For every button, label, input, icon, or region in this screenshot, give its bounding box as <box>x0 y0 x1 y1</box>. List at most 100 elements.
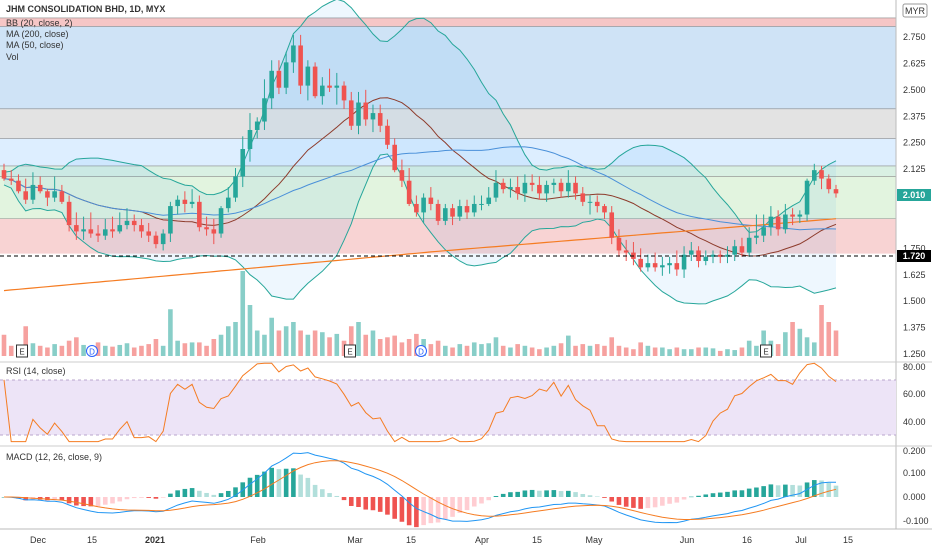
volume-bar <box>667 349 672 356</box>
candle-body <box>312 66 318 97</box>
volume-bar <box>696 347 701 356</box>
signal-line <box>4 460 837 520</box>
macd-hist-bar <box>529 489 535 497</box>
volume-bar <box>298 330 303 356</box>
macd-hist-bar <box>74 497 79 506</box>
candle-body <box>211 229 217 234</box>
candle-body <box>797 214 803 217</box>
candlesticks <box>1 34 839 278</box>
candle-body <box>529 182 535 185</box>
earnings-marker <box>344 344 356 358</box>
volume-bar <box>110 346 115 356</box>
macd-hist-bar <box>761 486 766 497</box>
candle-body <box>160 233 166 245</box>
level-price-badge <box>897 250 931 262</box>
earnings-marker <box>760 344 772 358</box>
macd-hist-bar <box>537 490 542 497</box>
volume-bar <box>276 330 282 356</box>
horizontal-zones <box>0 17 896 254</box>
macd-hist-bar <box>348 497 354 506</box>
price-axis-bg <box>896 0 932 550</box>
macd-hist-bar <box>414 497 419 528</box>
macd-hist-bar <box>609 497 615 502</box>
candle-body <box>573 182 578 194</box>
macd-hist-bar <box>435 497 441 523</box>
volume-bar <box>52 344 57 356</box>
candle-body <box>392 144 397 171</box>
candle-body <box>515 187 520 194</box>
event-marker-label: E <box>347 348 352 357</box>
time-tick-0: Dec <box>30 535 47 545</box>
volume-bar <box>508 347 513 356</box>
indicator-lines <box>3 0 837 305</box>
earnings-marker <box>16 344 28 358</box>
time-tick-6: Apr <box>475 535 489 545</box>
volume-bar <box>37 345 43 356</box>
macd-hist-bar <box>710 493 716 497</box>
candle-body <box>544 184 549 194</box>
time-tick-8: May <box>585 535 603 545</box>
candle-body <box>240 149 246 177</box>
candle-body <box>761 227 766 236</box>
macd-hist-bar <box>443 497 448 520</box>
macd-hist-bar <box>667 497 672 504</box>
volume-bar <box>225 326 231 356</box>
price-axis[interactable]: MYR 2.7502.6252.5002.3752.2502.1251.7501… <box>895 0 932 550</box>
macd-hist-bar <box>790 484 795 497</box>
candle-body <box>320 85 325 97</box>
candle-body <box>623 250 629 253</box>
volume-bar <box>732 350 738 356</box>
volume-bar <box>240 271 246 356</box>
volume-bar <box>81 344 86 356</box>
volume-bar <box>435 340 441 356</box>
volume-bar <box>566 335 571 356</box>
candle-body <box>594 201 600 207</box>
volume-bar <box>602 345 607 356</box>
macd-hist-bar <box>131 497 137 499</box>
price-tick-0: 2.750 <box>903 32 926 42</box>
candle-body <box>587 201 593 203</box>
volume-bar <box>790 322 795 356</box>
macd-hist-bar <box>363 497 369 510</box>
candle-body <box>305 66 311 86</box>
volume-bar <box>399 342 405 356</box>
macd-hist-bar <box>681 497 687 500</box>
macd-hist-bar <box>95 497 101 507</box>
candle-body <box>660 265 665 268</box>
time-tick-11: Jul <box>795 535 807 545</box>
candle-body <box>428 197 434 204</box>
zone-1 <box>0 26 896 109</box>
volume-bar <box>660 347 665 356</box>
macd-tick-0: 0.200 <box>903 446 926 456</box>
candle-body <box>435 203 441 221</box>
currency-badge[interactable] <box>902 3 928 18</box>
macd-hist-bar <box>283 468 289 497</box>
rsi-tick-60: 60.00 <box>903 389 926 399</box>
zone-2 <box>0 108 896 139</box>
macd-hist-bar <box>515 491 520 497</box>
candle-body <box>247 129 253 150</box>
candle-body <box>139 225 144 232</box>
candle-body <box>732 246 738 255</box>
macd-hist-bar <box>558 491 564 497</box>
rsi-label: RSI (14, close) <box>6 366 66 376</box>
time-tick-1: 15 <box>87 535 97 545</box>
macd-hist-bar <box>153 497 159 499</box>
candle-body <box>457 206 463 217</box>
macd-hist-bar <box>819 480 824 497</box>
volume-bar <box>652 347 658 356</box>
candle-body <box>775 216 781 230</box>
macd-hist-bar <box>522 490 528 497</box>
macd-hist-bar <box>160 497 166 498</box>
macd-hist-bar <box>811 480 817 497</box>
candle-body <box>479 203 484 205</box>
zone-4 <box>0 165 896 177</box>
candle-body <box>23 191 29 200</box>
volume-bar <box>500 345 506 356</box>
macd-hist-bar <box>638 497 643 509</box>
macd-hist-bar <box>204 492 209 497</box>
volume-bar <box>74 337 79 356</box>
time-axis[interactable]: Dec 15 2021 Feb Mar 15 Apr 15 May Jun 16 Jul 15 <box>0 528 932 545</box>
